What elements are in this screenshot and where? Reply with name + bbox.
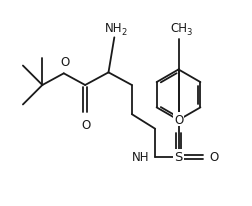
Text: O: O bbox=[174, 113, 183, 126]
Text: 3: 3 bbox=[186, 28, 191, 37]
Text: CH: CH bbox=[170, 22, 187, 35]
Text: O: O bbox=[210, 151, 219, 164]
Text: O: O bbox=[81, 118, 90, 131]
Text: NH: NH bbox=[132, 151, 149, 164]
Text: O: O bbox=[60, 56, 69, 69]
Text: NH: NH bbox=[105, 22, 122, 35]
Text: S: S bbox=[174, 151, 183, 164]
Text: 2: 2 bbox=[122, 28, 127, 37]
